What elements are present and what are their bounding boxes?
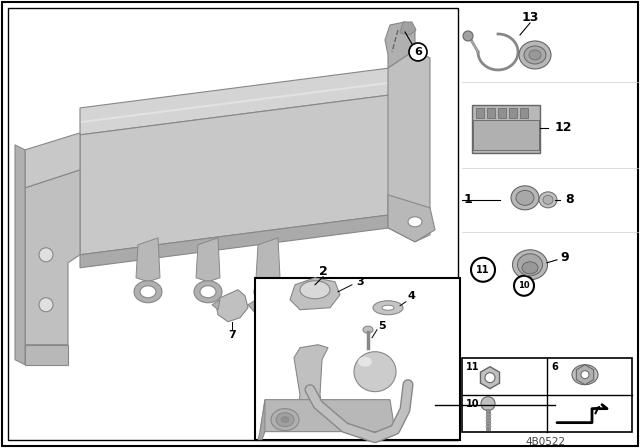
- Ellipse shape: [516, 190, 534, 205]
- Ellipse shape: [260, 286, 276, 298]
- Ellipse shape: [271, 409, 299, 431]
- Ellipse shape: [511, 186, 539, 210]
- Bar: [487, 108, 495, 118]
- Polygon shape: [400, 22, 416, 35]
- Bar: [498, 108, 506, 118]
- Text: 4B0522: 4B0522: [525, 437, 565, 447]
- Text: 1: 1: [464, 194, 473, 207]
- Ellipse shape: [134, 281, 162, 303]
- Text: 7: 7: [228, 330, 236, 340]
- Polygon shape: [256, 238, 280, 282]
- Ellipse shape: [529, 50, 541, 60]
- Ellipse shape: [513, 250, 547, 280]
- Polygon shape: [388, 195, 435, 242]
- Circle shape: [39, 248, 53, 262]
- Ellipse shape: [522, 262, 538, 274]
- Circle shape: [581, 370, 589, 379]
- Ellipse shape: [382, 305, 394, 310]
- Ellipse shape: [373, 301, 403, 315]
- Ellipse shape: [408, 217, 422, 227]
- Ellipse shape: [519, 41, 551, 69]
- Bar: [8, 8, 458, 439]
- Polygon shape: [25, 170, 80, 345]
- Text: 11: 11: [476, 265, 490, 275]
- Bar: [509, 108, 517, 118]
- Polygon shape: [80, 215, 390, 268]
- Bar: [462, 358, 632, 431]
- Polygon shape: [212, 300, 220, 310]
- Circle shape: [471, 258, 495, 282]
- Ellipse shape: [363, 326, 373, 333]
- Circle shape: [39, 298, 53, 312]
- Text: 3: 3: [356, 277, 364, 287]
- Ellipse shape: [358, 357, 372, 367]
- Polygon shape: [25, 133, 80, 188]
- Circle shape: [409, 43, 427, 61]
- Text: 9: 9: [560, 251, 568, 264]
- Polygon shape: [136, 238, 160, 282]
- Text: 2: 2: [319, 265, 328, 278]
- Bar: [520, 108, 528, 118]
- Polygon shape: [216, 290, 248, 322]
- Ellipse shape: [354, 352, 396, 392]
- Ellipse shape: [281, 417, 289, 422]
- Circle shape: [481, 396, 495, 411]
- Text: 11: 11: [466, 362, 479, 372]
- Ellipse shape: [300, 281, 330, 299]
- Ellipse shape: [140, 286, 156, 298]
- Polygon shape: [260, 400, 395, 431]
- Ellipse shape: [572, 365, 598, 385]
- Text: 4: 4: [408, 291, 416, 301]
- Text: 12: 12: [555, 121, 573, 134]
- Ellipse shape: [254, 281, 282, 303]
- Ellipse shape: [518, 254, 543, 276]
- Bar: [473, 120, 539, 150]
- Ellipse shape: [539, 192, 557, 208]
- Circle shape: [463, 31, 473, 41]
- Circle shape: [485, 373, 495, 383]
- Polygon shape: [25, 345, 68, 365]
- Text: 10: 10: [466, 399, 479, 409]
- Text: 8: 8: [565, 194, 573, 207]
- Text: 6: 6: [414, 47, 422, 57]
- Ellipse shape: [276, 413, 294, 426]
- Polygon shape: [385, 22, 415, 68]
- Ellipse shape: [524, 46, 546, 64]
- Polygon shape: [294, 345, 328, 430]
- Bar: [255, 278, 460, 439]
- Polygon shape: [248, 300, 256, 312]
- Circle shape: [514, 276, 534, 296]
- Text: 10: 10: [518, 281, 530, 290]
- Polygon shape: [15, 145, 25, 365]
- Bar: [472, 105, 540, 153]
- Ellipse shape: [200, 286, 216, 298]
- Text: 13: 13: [522, 12, 539, 25]
- Polygon shape: [290, 278, 340, 310]
- Polygon shape: [80, 68, 410, 135]
- Polygon shape: [196, 238, 220, 282]
- Polygon shape: [80, 95, 390, 255]
- Bar: [476, 108, 484, 118]
- Polygon shape: [388, 50, 430, 242]
- Text: 5: 5: [378, 321, 386, 331]
- Ellipse shape: [194, 281, 222, 303]
- Ellipse shape: [543, 195, 553, 204]
- Text: 6: 6: [551, 362, 557, 372]
- Polygon shape: [258, 400, 265, 439]
